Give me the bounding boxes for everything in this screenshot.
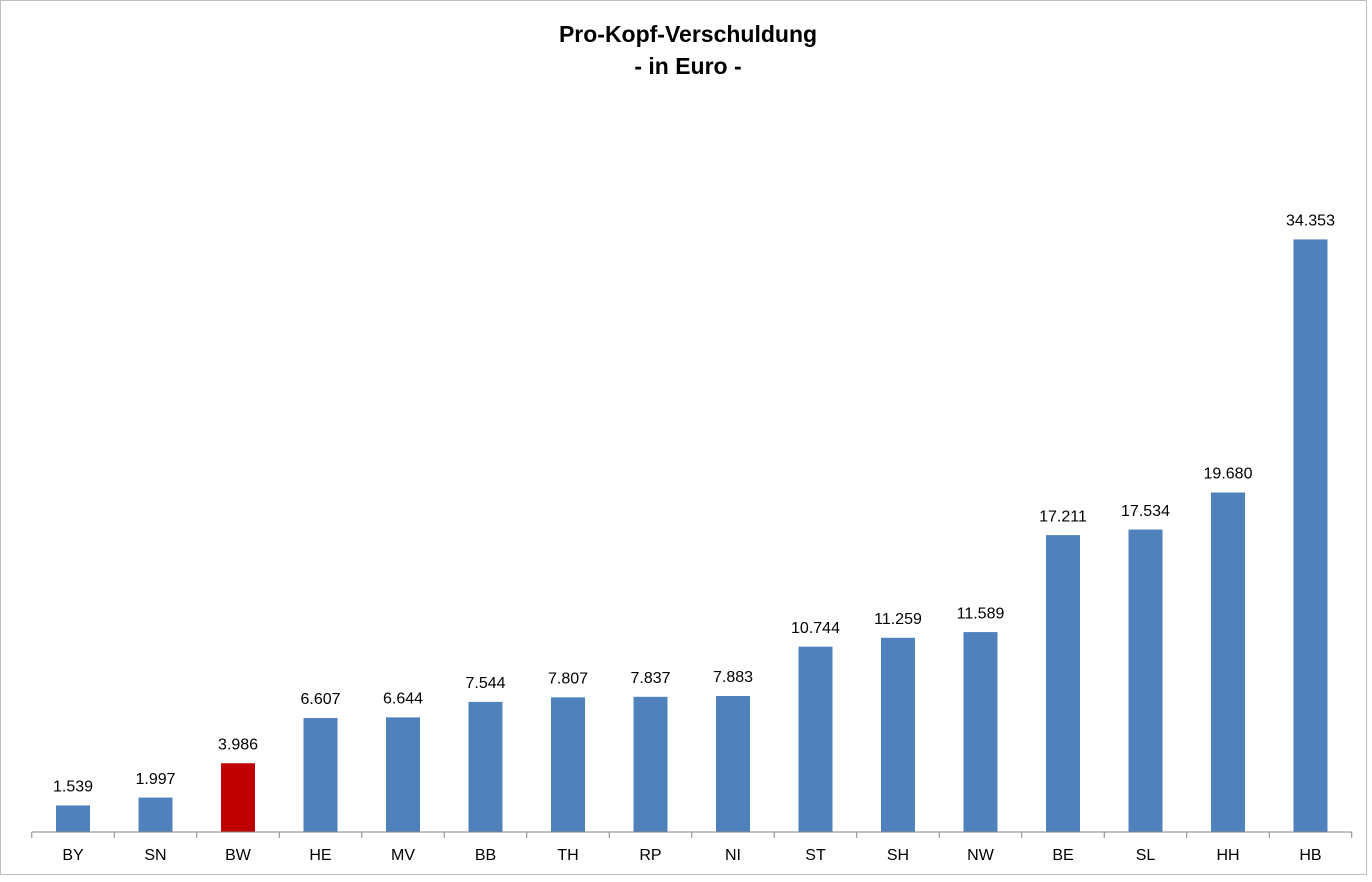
- value-label: 7.883: [713, 669, 753, 686]
- bar: [56, 805, 90, 832]
- value-label: 17.211: [1039, 508, 1087, 525]
- bar: [551, 697, 585, 832]
- x-tick-label: NW: [967, 847, 995, 864]
- bar: [1046, 535, 1080, 832]
- bar: [1211, 492, 1245, 832]
- x-tick-label: TH: [557, 847, 578, 864]
- chart-title: Pro-Kopf-Verschuldung: [559, 21, 817, 47]
- chart-subtitle: - in Euro -: [634, 53, 741, 79]
- value-label: 6.644: [383, 691, 423, 708]
- value-label: 3.986: [218, 736, 258, 753]
- bar: [221, 763, 255, 832]
- value-label: 7.837: [630, 670, 670, 687]
- bar: [1128, 529, 1163, 832]
- bar: [716, 696, 750, 832]
- x-tick-label: ST: [805, 847, 826, 864]
- x-tick-label: SL: [1136, 847, 1156, 864]
- value-label: 17.534: [1121, 503, 1170, 520]
- x-tick-label: SH: [887, 847, 909, 864]
- value-label: 7.544: [465, 675, 505, 692]
- value-label: 1.997: [135, 771, 175, 788]
- x-tick-label: SN: [144, 847, 166, 864]
- value-label: 11.259: [874, 611, 922, 628]
- bar: [633, 696, 668, 832]
- bar: [138, 797, 173, 832]
- x-tick-label: BB: [475, 847, 496, 864]
- value-label: 1.539: [53, 779, 93, 796]
- x-tick-label: BW: [225, 847, 252, 864]
- bar: [881, 637, 915, 832]
- value-label: 6.607: [300, 691, 340, 708]
- bar: [468, 701, 503, 832]
- x-tick-label: HE: [309, 847, 331, 864]
- x-tick-label: BE: [1052, 847, 1073, 864]
- value-label: 19.680: [1204, 466, 1253, 483]
- x-tick-label: NI: [725, 847, 741, 864]
- value-label: 34.353: [1286, 213, 1335, 230]
- bar: [963, 632, 998, 832]
- bar: [386, 717, 420, 832]
- x-tick-label: HB: [1299, 847, 1321, 864]
- value-label: 10.744: [791, 620, 840, 637]
- x-tick-label: BY: [62, 847, 84, 864]
- x-tick-label: MV: [391, 847, 415, 864]
- value-label: 11.589: [957, 605, 1005, 622]
- bar: [303, 718, 338, 832]
- value-label: 7.807: [548, 671, 588, 688]
- bar: [1293, 239, 1328, 832]
- x-tick-label: RP: [639, 847, 661, 864]
- bar: [798, 646, 833, 832]
- x-tick-label: HH: [1216, 847, 1239, 864]
